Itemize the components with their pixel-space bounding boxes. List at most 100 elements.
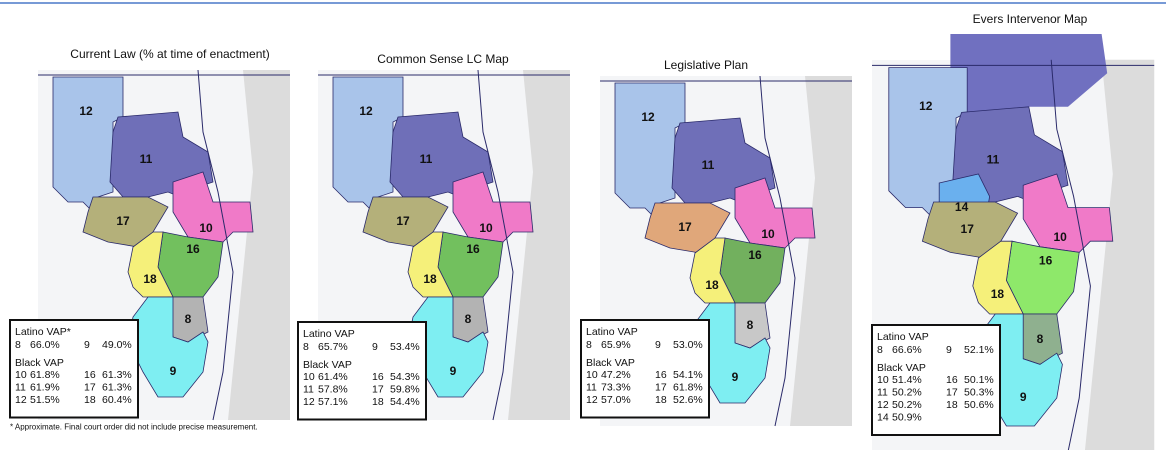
stat-district: 17 xyxy=(946,386,958,398)
district-label: 12 xyxy=(79,104,93,118)
stat-value: 50.6% xyxy=(964,399,994,411)
panel-title: Legislative Plan xyxy=(664,58,748,72)
stat-value: 57.0% xyxy=(601,394,631,406)
boundary-line xyxy=(759,75,796,427)
district-label: 9 xyxy=(1020,390,1027,404)
panel-title: Common Sense LC Map xyxy=(377,52,509,66)
district-label: 11 xyxy=(420,152,433,166)
stat-value: 66.0% xyxy=(30,339,60,351)
stat-value: 50.2% xyxy=(892,386,922,398)
stat-value: 61.3% xyxy=(102,381,132,393)
district-label: 10 xyxy=(761,227,775,241)
stat-district: 10 xyxy=(586,369,598,381)
stat-value: 57.1% xyxy=(318,396,348,408)
black-label: Black VAP xyxy=(15,357,64,369)
latino-label: Latino VAP xyxy=(877,331,929,343)
stat-value: 49.0% xyxy=(102,339,132,351)
stat-district: 17 xyxy=(84,381,96,393)
lake xyxy=(508,70,570,420)
stat-value: 54.3% xyxy=(390,371,420,383)
district-label: 10 xyxy=(1053,230,1067,244)
north-region xyxy=(950,34,1108,113)
stat-value: 54.4% xyxy=(390,396,420,408)
stat-value: 66.6% xyxy=(892,344,922,356)
stat-district: 10 xyxy=(15,369,27,381)
stats-box xyxy=(297,321,427,421)
stat-district: 11 xyxy=(15,381,26,393)
stat-district: 16 xyxy=(84,369,96,381)
stat-district: 9 xyxy=(372,341,378,353)
district-label: 17 xyxy=(396,214,410,228)
stat-value: 60.4% xyxy=(102,394,132,406)
district-label: 17 xyxy=(961,222,975,236)
district xyxy=(452,171,534,243)
stat-district: 8 xyxy=(303,341,309,353)
lake xyxy=(228,70,290,420)
stats-box xyxy=(871,324,1001,436)
black-label: Black VAP xyxy=(586,357,635,369)
district-label: 10 xyxy=(479,221,493,235)
district-label: 9 xyxy=(450,364,457,378)
district-label: 16 xyxy=(748,248,762,262)
stat-district: 12 xyxy=(303,396,315,408)
stat-value: 61.8% xyxy=(673,381,703,393)
district-label: 16 xyxy=(1039,254,1053,268)
stat-value: 47.2% xyxy=(601,369,631,381)
stat-district: 8 xyxy=(877,344,883,356)
district-label: 9 xyxy=(732,370,739,384)
stat-district: 18 xyxy=(655,394,667,406)
district-label: 12 xyxy=(641,110,655,124)
stat-district: 14 xyxy=(877,411,889,423)
stat-value: 52.6% xyxy=(673,394,703,406)
district-label: 17 xyxy=(678,220,692,234)
stat-value: 50.1% xyxy=(964,374,994,386)
stat-value: 73.3% xyxy=(601,381,631,393)
district-label: 8 xyxy=(465,312,472,326)
stat-district: 10 xyxy=(303,371,315,383)
stat-value: 59.8% xyxy=(390,383,420,395)
panel-title: Current Law (% at time of enactment) xyxy=(70,47,269,61)
stat-value: 61.4% xyxy=(318,371,348,383)
footnote: * Approximate. Final court order did not… xyxy=(10,423,258,432)
stat-district: 9 xyxy=(946,344,952,356)
district-label: 18 xyxy=(143,272,157,286)
stat-district: 16 xyxy=(655,369,667,381)
district-label: 9 xyxy=(170,364,177,378)
stat-value: 57.8% xyxy=(318,383,348,395)
stat-district: 12 xyxy=(586,394,598,406)
lake xyxy=(1084,59,1155,450)
district-label: 17 xyxy=(116,214,130,228)
stat-district: 11 xyxy=(877,386,888,398)
lake xyxy=(790,76,852,426)
stat-district: 12 xyxy=(877,399,889,411)
stat-district: 18 xyxy=(946,399,958,411)
district xyxy=(1022,173,1114,253)
district-label: 11 xyxy=(702,158,715,172)
district-label: 11 xyxy=(140,152,153,166)
district-label: 16 xyxy=(466,242,480,256)
stat-district: 9 xyxy=(655,339,661,351)
stat-value: 50.9% xyxy=(892,411,922,423)
stat-district: 18 xyxy=(372,396,384,408)
stat-value: 65.7% xyxy=(318,341,348,353)
black-label: Black VAP xyxy=(303,359,352,371)
stat-value: 50.3% xyxy=(964,386,994,398)
panel-title: Evers Intervenor Map xyxy=(973,12,1088,26)
stat-district: 17 xyxy=(372,383,384,395)
stat-district: 16 xyxy=(372,371,384,383)
map-panel: Common Sense LC Map12111017161889Latino … xyxy=(297,52,570,421)
latino-label: Latino VAP xyxy=(586,326,638,338)
district xyxy=(734,177,816,249)
district-label: 12 xyxy=(919,99,933,113)
stat-value: 61.9% xyxy=(30,381,60,393)
stat-value: 54.1% xyxy=(673,369,703,381)
stats-box xyxy=(580,319,710,419)
district-label: 10 xyxy=(199,221,213,235)
boundary-line xyxy=(477,69,514,421)
stat-district: 17 xyxy=(655,381,667,393)
stat-district: 8 xyxy=(15,339,21,351)
stat-value: 61.3% xyxy=(102,369,132,381)
district-label: 16 xyxy=(186,242,200,256)
